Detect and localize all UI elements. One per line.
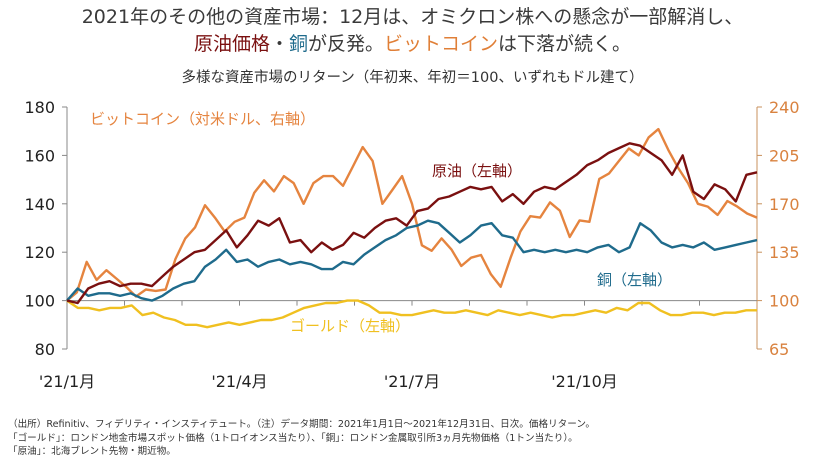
right-axis-tick-label: 205	[769, 146, 800, 165]
right-axis-tick-label: 135	[769, 243, 800, 262]
footnotes: （出所）Refinitiv、フィデリティ・インスティテュート。（注）データ期間：…	[8, 418, 595, 459]
left-axis-tick-label: 100	[24, 292, 55, 311]
footnote-gold-copper: 「ゴールド」：ロンドン地金市場スポット価格（1トロイオンス当たり）、「銅」：ロン…	[8, 432, 578, 444]
title-copper-highlight: 銅	[288, 33, 308, 55]
series-label-gold: ゴールド（左軸）	[290, 317, 410, 335]
x-axis-tick-label: '21/4月	[211, 372, 267, 391]
left-axis-tick-label: 140	[24, 195, 55, 214]
right-axis-tick-label: 240	[769, 98, 800, 117]
right-axis-tick-label: 170	[769, 195, 800, 214]
right-axis-tick-label: 65	[769, 340, 789, 359]
title-mid-text: が反発。	[308, 33, 385, 55]
series-line-gold	[66, 299, 757, 329]
left-axis-tick-label: 160	[24, 146, 55, 165]
series-label-bitcoin: ビットコイン（対米ドル、右軸）	[90, 110, 315, 128]
series-label-oil: 原油（左軸）	[432, 162, 522, 180]
x-axis-tick-label: '21/7月	[384, 372, 440, 391]
title-bitcoin-highlight: ビットコイン	[384, 33, 499, 55]
title-separator: ・	[269, 33, 289, 55]
left-axis-tick-label: 80	[35, 340, 55, 359]
left-axis-tick-label: 180	[24, 98, 55, 117]
title-end-text: は下落が続く。	[498, 33, 632, 55]
series-line-copper	[66, 219, 758, 302]
x-axis-tick-label: '21/10月	[551, 372, 618, 391]
chart-subtitle: 多様な資産市場のリターン（年初来、年初＝100、いずれもドル建て）	[181, 70, 644, 86]
x-axis-tick-label: '21/1月	[39, 372, 95, 391]
chart-title-line-1: 2021年のその他の資産市場：12月は、オミクロン株への懸念が一部解消し、	[81, 6, 744, 28]
footnote-source: （出所）Refinitiv、フィデリティ・インスティテュート。（注）データ期間：…	[8, 419, 595, 430]
series-line-bitcoin	[66, 127, 758, 302]
right-axis-tick-label: 100	[769, 292, 800, 311]
title-oil-highlight: 原油価格	[193, 33, 270, 55]
left-axis-tick-label: 120	[24, 243, 55, 262]
series-line-oil	[66, 142, 758, 305]
chart-title-line-2: 原油価格・銅が反発。ビットコインは下落が続く。	[0, 31, 825, 57]
series-label-copper: 銅（左軸）	[597, 271, 672, 289]
footnote-oil: 「原油」：北海ブレント先物・期近物。	[8, 446, 176, 457]
